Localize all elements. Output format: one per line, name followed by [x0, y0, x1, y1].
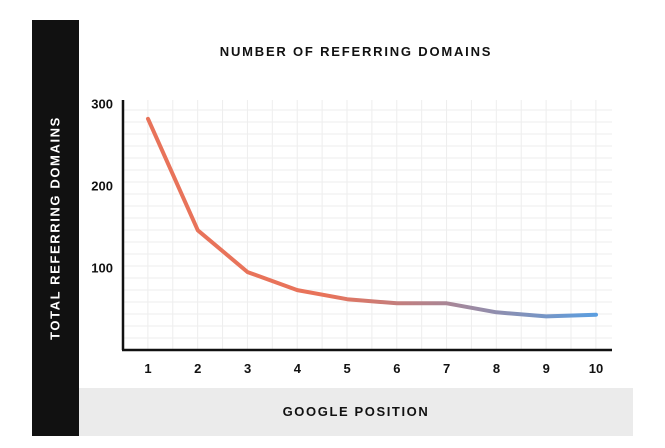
axes: [121, 100, 612, 352]
x-axis-label-band: GOOGLE POSITION: [79, 388, 633, 436]
data-point: [594, 313, 598, 317]
data-point: [146, 117, 150, 121]
data-point: [544, 314, 548, 318]
x-tick-label: 7: [443, 361, 450, 376]
y-tick-label: 300: [91, 97, 113, 112]
x-tick-label: 3: [244, 361, 251, 376]
y-tick-labels: 100 200 300: [91, 97, 113, 276]
x-tick-label: 8: [493, 361, 500, 376]
series-group: [146, 116, 598, 319]
x-tick-label: 5: [343, 361, 350, 376]
data-point: [246, 270, 250, 274]
y-tick-label: 200: [91, 179, 113, 194]
x-tick-label: 6: [393, 361, 400, 376]
data-point: [295, 288, 299, 292]
series-line: [146, 116, 598, 319]
data-point: [494, 310, 498, 314]
x-tick-label: 4: [294, 361, 302, 376]
y-tick-label: 100: [91, 261, 113, 276]
x-tick-label: 1: [144, 361, 151, 376]
grid-lines: [123, 100, 612, 350]
y-axis-label-band: [32, 20, 79, 436]
data-point: [395, 301, 399, 305]
data-point: [345, 297, 349, 301]
x-axis-label: GOOGLE POSITION: [282, 404, 430, 419]
x-tick-labels: 1 2 3 4 5 6 7 8 9 10: [144, 361, 603, 376]
x-tick-label: 10: [589, 361, 603, 376]
x-tick-label: 2: [194, 361, 201, 376]
data-point: [196, 228, 200, 232]
chart-title: NUMBER OF REFERRING DOMAINS: [219, 44, 493, 59]
x-tick-label: 9: [543, 361, 550, 376]
data-point: [445, 301, 449, 305]
